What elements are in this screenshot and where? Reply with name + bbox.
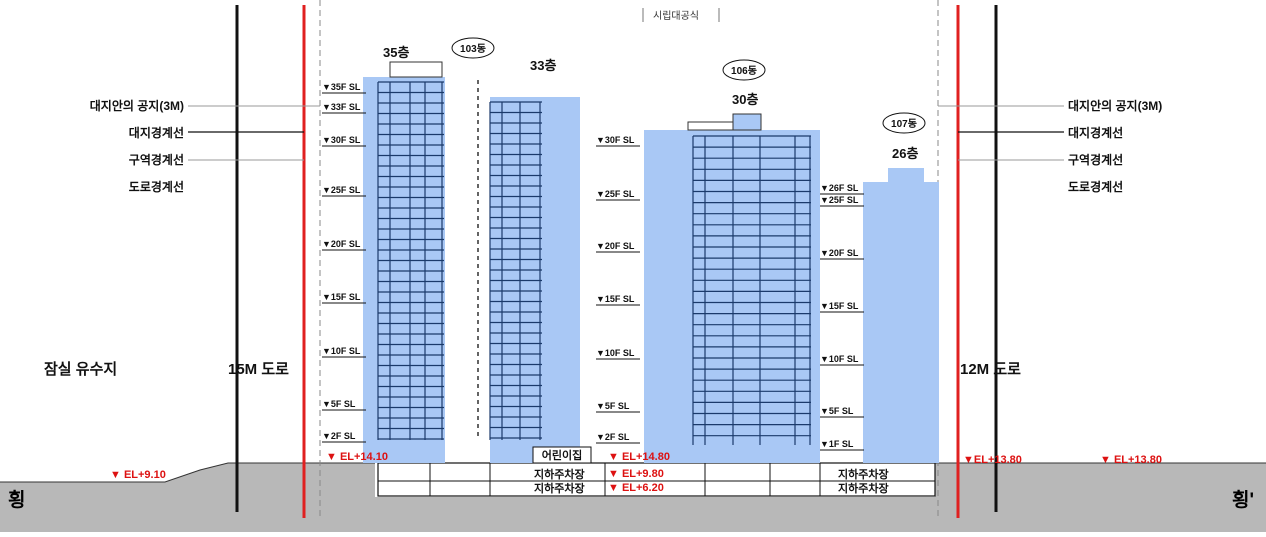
- daycare-label: 어린이집: [542, 448, 582, 462]
- parking-label-2: 지하주차장: [534, 481, 585, 495]
- level-label: ▼20F SL: [322, 239, 361, 249]
- right-label-site-boundary: 대지경계선: [1068, 125, 1123, 140]
- b106-tag: 106동: [731, 65, 757, 77]
- right-label-zone-boundary: 구역경계선: [1068, 152, 1123, 167]
- level-label: ▼35F SL: [322, 82, 361, 92]
- level-label: ▼33F SL: [322, 102, 361, 112]
- elev-daycare: ▼ EL+14.80: [608, 451, 670, 463]
- level-markers-col3: ▼26F SL ▼25F SL ▼20F SL ▼15F SL ▼10F SL ▼5F S…: [820, 183, 864, 451]
- level-label: ▼15F SL: [596, 294, 635, 304]
- b103-floors-left: 35층: [383, 45, 409, 60]
- tag-103-ellipse: [451, 37, 495, 59]
- level-label: ▼2F SL: [322, 431, 356, 441]
- b106-floors: 30층: [732, 92, 758, 107]
- building-106: [644, 113, 820, 463]
- building-103-tower-b: [477, 80, 580, 463]
- level-label: ▼10F SL: [596, 348, 635, 358]
- level-label: ▼1F SL: [820, 439, 854, 449]
- b103-tag: 103동: [460, 43, 486, 55]
- level-label: ▼10F SL: [820, 354, 859, 364]
- tag-107-ellipse: [882, 112, 926, 134]
- level-label: ▼26F SL: [820, 183, 859, 193]
- level-label: ▼5F SL: [322, 399, 356, 409]
- level-label: ▼2F SL: [596, 432, 630, 442]
- left-area-label: 잠실 유수지: [44, 360, 117, 378]
- elev-right-1: ▼EL+13.80: [963, 454, 1022, 466]
- level-label: ▼10F SL: [322, 346, 361, 356]
- right-label-road-boundary: 도로경계선: [1068, 179, 1123, 194]
- level-label: ▼30F SL: [596, 135, 635, 145]
- level-label: ▼5F SL: [820, 406, 854, 416]
- b103-floors-right: 33층: [530, 58, 556, 73]
- header-title: 시립대공식: [653, 9, 699, 22]
- section-mark-left: 횡: [8, 489, 25, 511]
- left-label-zone-boundary: 구역경계선: [129, 152, 184, 167]
- parking-label-4: 지하주차장: [838, 481, 889, 495]
- parking-label-1: 지하주차장: [534, 467, 585, 481]
- left-label-site-boundary: 대지경계선: [129, 125, 184, 140]
- b107-tag: 107동: [891, 118, 917, 130]
- b107-floors: 26층: [892, 146, 918, 161]
- level-label: ▼30F SL: [322, 135, 361, 145]
- elev-right-2: ▼ EL+13.80: [1100, 454, 1162, 466]
- left-label-setback: 대지안의 공지(3M): [90, 98, 184, 113]
- level-label: ▼5F SL: [596, 401, 630, 411]
- elev-b2: ▼ EL+6.20: [608, 482, 664, 494]
- level-label: ▼15F SL: [322, 292, 361, 302]
- level-label: ▼20F SL: [596, 241, 635, 251]
- level-label: ▼15F SL: [820, 301, 859, 311]
- left-label-road-boundary: 도로경계선: [129, 179, 184, 194]
- level-label: ▼25F SL: [820, 195, 859, 205]
- elev-b1: ▼ EL+9.80: [608, 468, 664, 480]
- building-103-tower-a: [363, 61, 445, 463]
- underground-parking: [377, 462, 936, 497]
- level-label: ▼20F SL: [820, 248, 859, 258]
- elev-left-ground: ▼ EL+9.10: [110, 469, 166, 481]
- ground-line: [0, 462, 375, 483]
- section-mark-right: 횡': [1232, 489, 1254, 511]
- level-label: ▼25F SL: [596, 189, 635, 199]
- daycare-box: [532, 446, 592, 464]
- level-markers-col2: ▼30F SL ▼25F SL ▼20F SL ▼15F SL ▼10F SL ▼5F S…: [596, 135, 640, 444]
- right-road-label: 12M 도로: [960, 361, 1021, 378]
- right-label-setback: 대지안의 공지(3M): [1068, 98, 1162, 113]
- elev-site-left: ▼ EL+14.10: [326, 451, 388, 463]
- level-label: ▼25F SL: [322, 185, 361, 195]
- building-107: [863, 168, 939, 463]
- left-road-label: 15M 도로: [228, 361, 289, 378]
- ground-fill: [0, 463, 1266, 532]
- parking-label-3: 지하주차장: [838, 467, 889, 481]
- tag-106-ellipse: [722, 59, 766, 81]
- level-markers-col1: ▼35F SL ▼33F SL ▼30F SL ▼25F SL ▼20F SL ▼15F …: [322, 82, 366, 443]
